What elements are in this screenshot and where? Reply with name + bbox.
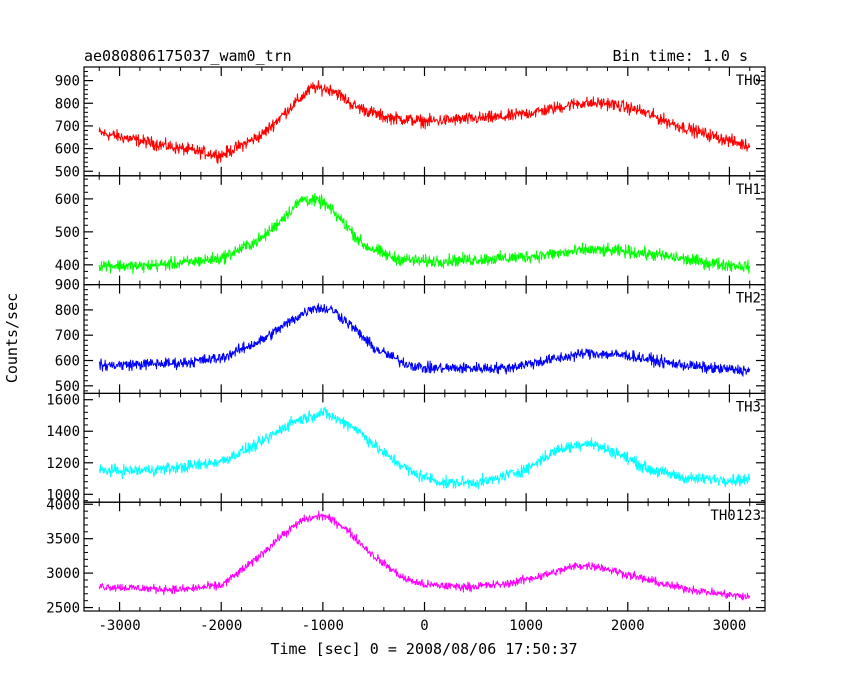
series-line-th1 (98, 192, 751, 275)
y-tick-label: 1200 (46, 456, 80, 472)
panel-th0123: 2500 3000 3500 4000 TH0123 -3000 -2000 -1000 0 10… (46, 497, 766, 634)
panels-group: 500 600 700 800 900 TH0 400 500 600 TH1 500 600 700 8… (46, 66, 766, 634)
x-tick-label: 3000 (713, 618, 747, 634)
y-tick-label: 500 (55, 225, 80, 241)
x-tick-label: -2000 (200, 618, 242, 634)
panel-label: TH0123 (710, 508, 761, 524)
panel-th3: 1000 1200 1400 1600 TH3 (46, 392, 766, 503)
panel-th1: 400 500 600 TH1 (55, 175, 766, 286)
x-tick-label: 2000 (611, 618, 645, 634)
y-tick-label: 600 (55, 142, 80, 158)
y-tick-label: 900 (55, 74, 80, 90)
y-tick-label: 400 (55, 258, 80, 274)
x-tick-label: 1000 (509, 618, 543, 634)
panel-frame (83, 501, 766, 612)
series-line-th0123 (98, 510, 751, 601)
y-tick-label: 700 (55, 328, 80, 344)
bin-time-label: Bin time: 1.0 s (613, 47, 748, 65)
y-tick-label: 500 (55, 379, 80, 395)
y-tick-label: 600 (55, 192, 80, 208)
y-axis-label: Counts/sec (3, 293, 21, 383)
panel-label: TH3 (736, 399, 761, 415)
x-tick-label: 0 (420, 618, 428, 634)
y-tick-label: 2500 (46, 601, 80, 617)
panel-frame (83, 284, 766, 395)
panel-label: TH2 (736, 291, 761, 307)
series-line-th0 (98, 80, 751, 164)
y-tick-label: 1600 (46, 393, 80, 409)
y-tick-label: 700 (55, 119, 80, 135)
panel-label: TH1 (736, 182, 761, 198)
panel-label: TH0 (736, 73, 761, 89)
chart-title: ae080806175037_wam0_trn (84, 47, 292, 65)
y-tick-label: 4000 (46, 497, 80, 513)
y-tick-label: 600 (55, 354, 80, 370)
y-tick-label: 500 (55, 164, 80, 180)
y-tick-label: 800 (55, 303, 80, 319)
y-tick-label: 1400 (46, 424, 80, 440)
y-tick-label: 3000 (46, 566, 80, 582)
x-tick-label: -3000 (98, 618, 140, 634)
panel-frame (83, 175, 766, 286)
panel-th0: 500 600 700 800 900 TH0 (55, 66, 766, 180)
y-tick-label: 800 (55, 96, 80, 112)
x-tick-label: -1000 (302, 618, 344, 634)
y-tick-label: 1000 (46, 487, 80, 503)
panel-frame (83, 392, 766, 503)
series-line-th3 (98, 406, 751, 490)
y-tick-label: 3500 (46, 532, 80, 548)
y-tick-label: 900 (55, 278, 80, 294)
x-axis-label: Time [sec] 0 = 2008/08/06 17:50:37 (270, 640, 577, 658)
panel-th2: 500 600 700 800 900 TH2 (55, 278, 766, 395)
series-line-th2 (98, 303, 751, 377)
